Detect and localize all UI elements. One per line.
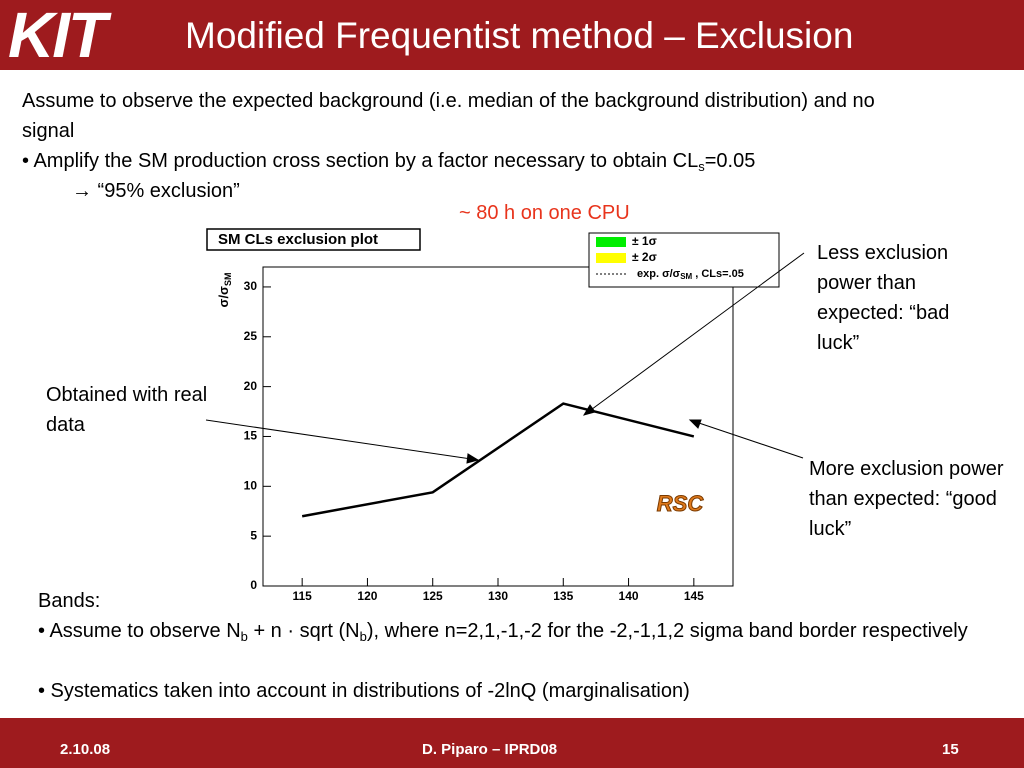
x-tick-label: 120: [357, 589, 377, 603]
arrow: [689, 419, 804, 459]
y-tick-label: 5: [250, 528, 257, 542]
intro-text: Assume to observe the expected backgroun…: [22, 90, 875, 142]
annotation: Obtained with real data: [46, 384, 208, 436]
x-tick-label: 140: [619, 589, 639, 603]
bands-text: • Assume to observe N: [38, 620, 241, 642]
subscript: SM: [680, 272, 692, 281]
plot-frame: [262, 266, 734, 587]
intro-text: → “95% exclusion”: [72, 180, 240, 202]
legend: ± 1σ ± 2σ exp. σ/σSM , CLs=.05: [588, 232, 780, 288]
subscript: b: [240, 629, 248, 644]
y-tick-label: 25: [244, 329, 258, 343]
chart-title-box: [206, 228, 421, 251]
footer-bar: [0, 718, 1024, 768]
footer-date: 2.10.08: [60, 741, 111, 758]
x-tick-label: 125: [423, 589, 443, 603]
bands-heading: Bands:: [38, 590, 101, 612]
y-axis-label: σ/σSM: [216, 273, 233, 308]
y-tick-label: 15: [244, 429, 258, 443]
legend-label: ± 2σ: [632, 250, 657, 264]
intro-text: =0.05: [704, 150, 756, 172]
subscript: s: [698, 159, 705, 174]
header-bar: [0, 0, 1024, 70]
x-tick-label: 130: [488, 589, 508, 603]
y-tick-label: 20: [244, 379, 258, 393]
arrowhead: [466, 453, 480, 464]
arrow: [583, 252, 805, 416]
bands-item: • Assume to observe Nb + n · sqrt (Nb), …: [38, 616, 978, 646]
legend-label: exp. σ/σSM , CLs=.05: [637, 268, 744, 281]
legend-label: ± 1σ: [632, 234, 657, 248]
chart-title: SM CLs exclusion plot: [218, 231, 378, 248]
y-tick-label: 0: [250, 578, 257, 592]
rsc-logo: RSC: [657, 491, 705, 516]
footer-page: 15: [942, 741, 959, 758]
note: ~ 80 h on one CPU: [459, 202, 630, 224]
x-tick-label: 135: [553, 589, 573, 603]
intro-text: • Amplify the SM production cross sectio…: [22, 150, 699, 172]
legend-label: exp. σ/σ: [637, 268, 681, 280]
subscript: b: [359, 629, 367, 644]
arrowhead: [688, 419, 702, 429]
subscript: SM: [223, 273, 233, 287]
logo: KIT: [8, 0, 107, 71]
arrows: [205, 252, 805, 464]
bands-item: • Systematics taken into account in dist…: [38, 680, 690, 702]
y-tick-label: 30: [244, 279, 258, 293]
x-tick-label: 145: [684, 589, 704, 603]
legend-swatch: [596, 253, 626, 263]
y-axis-label: σ/σ: [216, 286, 231, 308]
y-tick-label: 10: [244, 478, 258, 492]
line: [301, 402, 695, 518]
intro-text: • Amplify the SM production cross sectio…: [22, 146, 1002, 176]
slide-title: Modified Frequentist method – Exclusion: [185, 15, 854, 56]
legend-swatch: [596, 237, 626, 247]
annotation: Less exclusion power than expected: “bad…: [817, 242, 950, 354]
annotation: More exclusion power than expected: “goo…: [809, 458, 1004, 540]
bands-text: + n · sqrt (N: [247, 620, 360, 642]
arrow: [205, 419, 479, 461]
legend-label: , CLs=.05: [692, 268, 744, 280]
x-tick-label: 115: [292, 589, 312, 603]
footer-author: D. Piparo – IPRD08: [422, 741, 558, 758]
bands-text: ), where n=2,1,-1,-2 for the -2,-1,1,2 s…: [366, 620, 968, 642]
